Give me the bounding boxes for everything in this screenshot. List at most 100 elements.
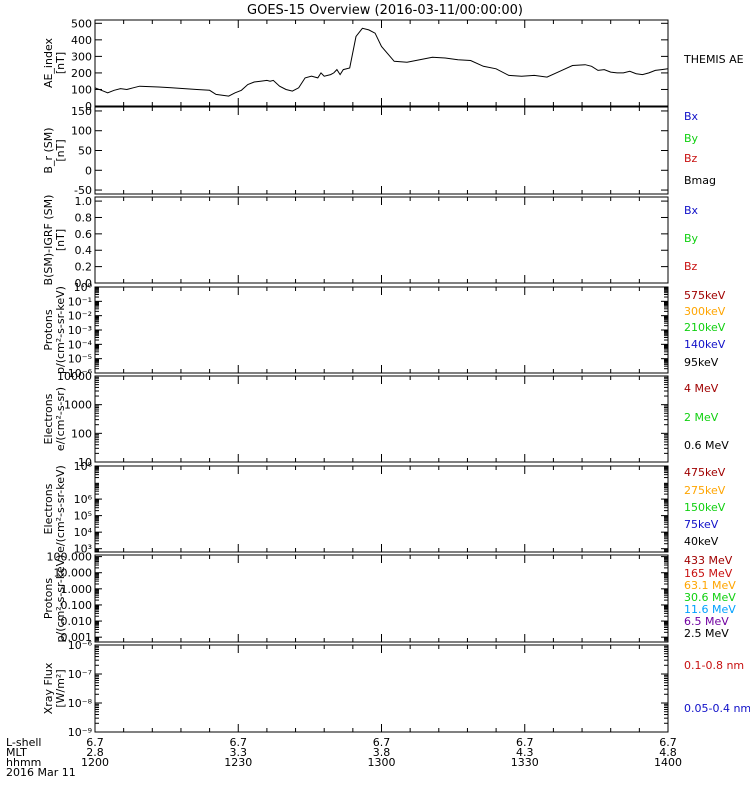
x-tick-label: 6.7 <box>86 736 104 749</box>
y-tick-label: 200 <box>71 67 92 80</box>
x-tick-label: 6.7 <box>659 736 677 749</box>
legend-entry: Bz <box>684 260 698 273</box>
legend-entry: 0.6 MeV <box>684 439 729 452</box>
legend-entry: 63.1 MeV <box>684 579 736 592</box>
panel-frame <box>94 465 669 553</box>
y-tick-label: 0.0 <box>75 277 93 290</box>
legend-entry: 0.05-0.4 nm <box>684 702 750 715</box>
y-axis-label: Protons <box>42 578 55 619</box>
panel-7: 0.001 0.010 0.100 1.000 10.000 100.000 Protons… <box>42 551 736 645</box>
y-axis-label: e/(cm²-s-sr-keV) <box>54 465 67 553</box>
legend-entry: 30.6 MeV <box>684 591 736 604</box>
x-tick-label: 6.7 <box>516 736 534 749</box>
x-axis-row-label: hhmm <box>6 756 41 769</box>
y-tick-label: 0.010 <box>61 615 93 628</box>
legend-entry: 575keV <box>684 289 726 302</box>
y-tick-label: 10⁻⁵ <box>68 353 92 366</box>
y-tick-label: 50 <box>78 145 92 158</box>
legend-entry: 6.5 MeV <box>684 615 729 628</box>
y-tick-label: 10⁻⁶ <box>68 639 93 652</box>
y-tick-label: 10⁻² <box>68 310 92 323</box>
x-axis-row-label: MLT <box>6 746 27 759</box>
x-tick-label: 6.7 <box>230 736 248 749</box>
y-tick-label: 0.2 <box>75 261 93 274</box>
y-tick-label: 10³ <box>74 543 92 556</box>
y-tick-label: 0.001 <box>61 631 93 644</box>
legend-entry: THEMIS AE <box>683 53 744 66</box>
legend-entry: 165 MeV <box>684 567 733 580</box>
y-tick-label: 0.4 <box>75 244 93 257</box>
y-tick-label: 10⁶ <box>74 493 93 506</box>
y-tick-label: 1.000 <box>61 583 93 596</box>
y-axis-label: Protons <box>42 309 55 350</box>
legend-entry: 300keV <box>684 305 726 318</box>
legend-entry: 140keV <box>684 338 726 351</box>
legend-entry: 75keV <box>684 518 719 531</box>
legend-entry: 150keV <box>684 501 726 514</box>
x-tick-label: 1330 <box>511 756 539 769</box>
y-tick-label: 0.6 <box>75 228 93 241</box>
panel-frame <box>94 286 669 374</box>
x-axis: L-shell 6.7 6.7 6.7 6.7 6.7 MLT 2.8 3.3 3.8 4.3 4.8… <box>6 736 682 779</box>
x-tick-label: 1200 <box>81 756 109 769</box>
x-tick-label: 4.3 <box>516 746 534 759</box>
panel-frame <box>94 554 669 643</box>
x-tick-label: 2.8 <box>86 746 104 759</box>
legend-entry: By <box>684 132 699 145</box>
x-tick-label: 1400 <box>654 756 682 769</box>
y-tick-label: -50 <box>74 184 92 197</box>
panel-frame <box>94 106 669 195</box>
x-axis-row-label: L-shell <box>6 736 42 749</box>
legend-entry: Bx <box>684 204 699 217</box>
legend-entry: 475keV <box>684 466 726 479</box>
legend-entry: 4 MeV <box>684 382 719 395</box>
y-tick-label: 10⁻⁶ <box>68 367 93 380</box>
y-tick-label: 0.8 <box>75 211 93 224</box>
y-tick-label: 1.0 <box>75 195 93 208</box>
y-axis-label: B(SM)-IGRF (SM) <box>42 195 55 286</box>
y-axis-label: AE_index <box>42 37 55 88</box>
panel-frame <box>94 644 669 733</box>
y-tick-label: 10.000 <box>54 567 93 580</box>
y-tick-label: 10⁰ <box>74 281 93 294</box>
y-tick-label: 150 <box>71 105 92 118</box>
y-tick-label: 100 <box>71 125 92 138</box>
y-tick-label: 1000 <box>64 399 92 412</box>
y-tick-label: 10000 <box>57 370 92 383</box>
y-tick-label: 10⁻⁹ <box>68 726 92 739</box>
legend-entry: 95keV <box>684 356 719 369</box>
y-tick-label: 10⁻³ <box>68 324 92 337</box>
y-axis-label: e/(cm²-s-sr) <box>54 387 67 451</box>
legend-entry: Bmag <box>684 174 716 187</box>
y-axis-label: p/(cm²-s-sr-keV) <box>54 286 67 374</box>
y-tick-label: 10⁴ <box>74 526 93 539</box>
x-tick-label: 6.7 <box>373 736 391 749</box>
legend-entry: 2.5 MeV <box>684 627 729 640</box>
panel-2: -50 0 50 100 150 B_r (SM) [nT] Bx By Bz Bmag <box>42 105 716 197</box>
panel-1: 0 100 200 300 400 500 AE_index [nT] THEMIS AE <box>42 17 744 113</box>
series-line <box>94 27 669 97</box>
legend-entry: 2 MeV <box>684 411 719 424</box>
legend-entry: Bx <box>684 110 699 123</box>
y-axis-label: Xray Flux <box>42 662 55 714</box>
y-tick-label: 300 <box>71 50 92 63</box>
y-axis-label: [nT] <box>54 139 67 161</box>
y-tick-label: 10 <box>78 456 92 469</box>
y-tick-label: 400 <box>71 34 92 47</box>
panel-frame <box>94 375 669 463</box>
legend-entry: 0.1-0.8 nm <box>684 659 744 672</box>
y-axis-label: B_r (SM) <box>42 127 55 173</box>
y-tick-label: 10⁸ <box>74 460 93 473</box>
y-tick-label: 10⁻¹ <box>68 295 92 308</box>
x-tick-label: 1230 <box>224 756 252 769</box>
panel-8: 10⁻⁹ 10⁻⁸ 10⁻⁷ 10⁻⁶ Xray Flux [W/m²] 0.1-0.8 n… <box>42 639 750 739</box>
x-tick-label: 3.3 <box>230 746 248 759</box>
y-axis-label: Electrons <box>42 483 55 534</box>
panel-6: 10³ 10⁴ 10⁵ 10⁶ 10⁸ Electrons e/(cm²-s-sr-keV)… <box>42 460 726 556</box>
x-tick-label: 3.8 <box>373 746 391 759</box>
y-axis-label: Electrons <box>42 393 55 444</box>
y-tick-label: 0 <box>85 100 92 113</box>
y-axis-label: [W/m²] <box>54 669 67 707</box>
